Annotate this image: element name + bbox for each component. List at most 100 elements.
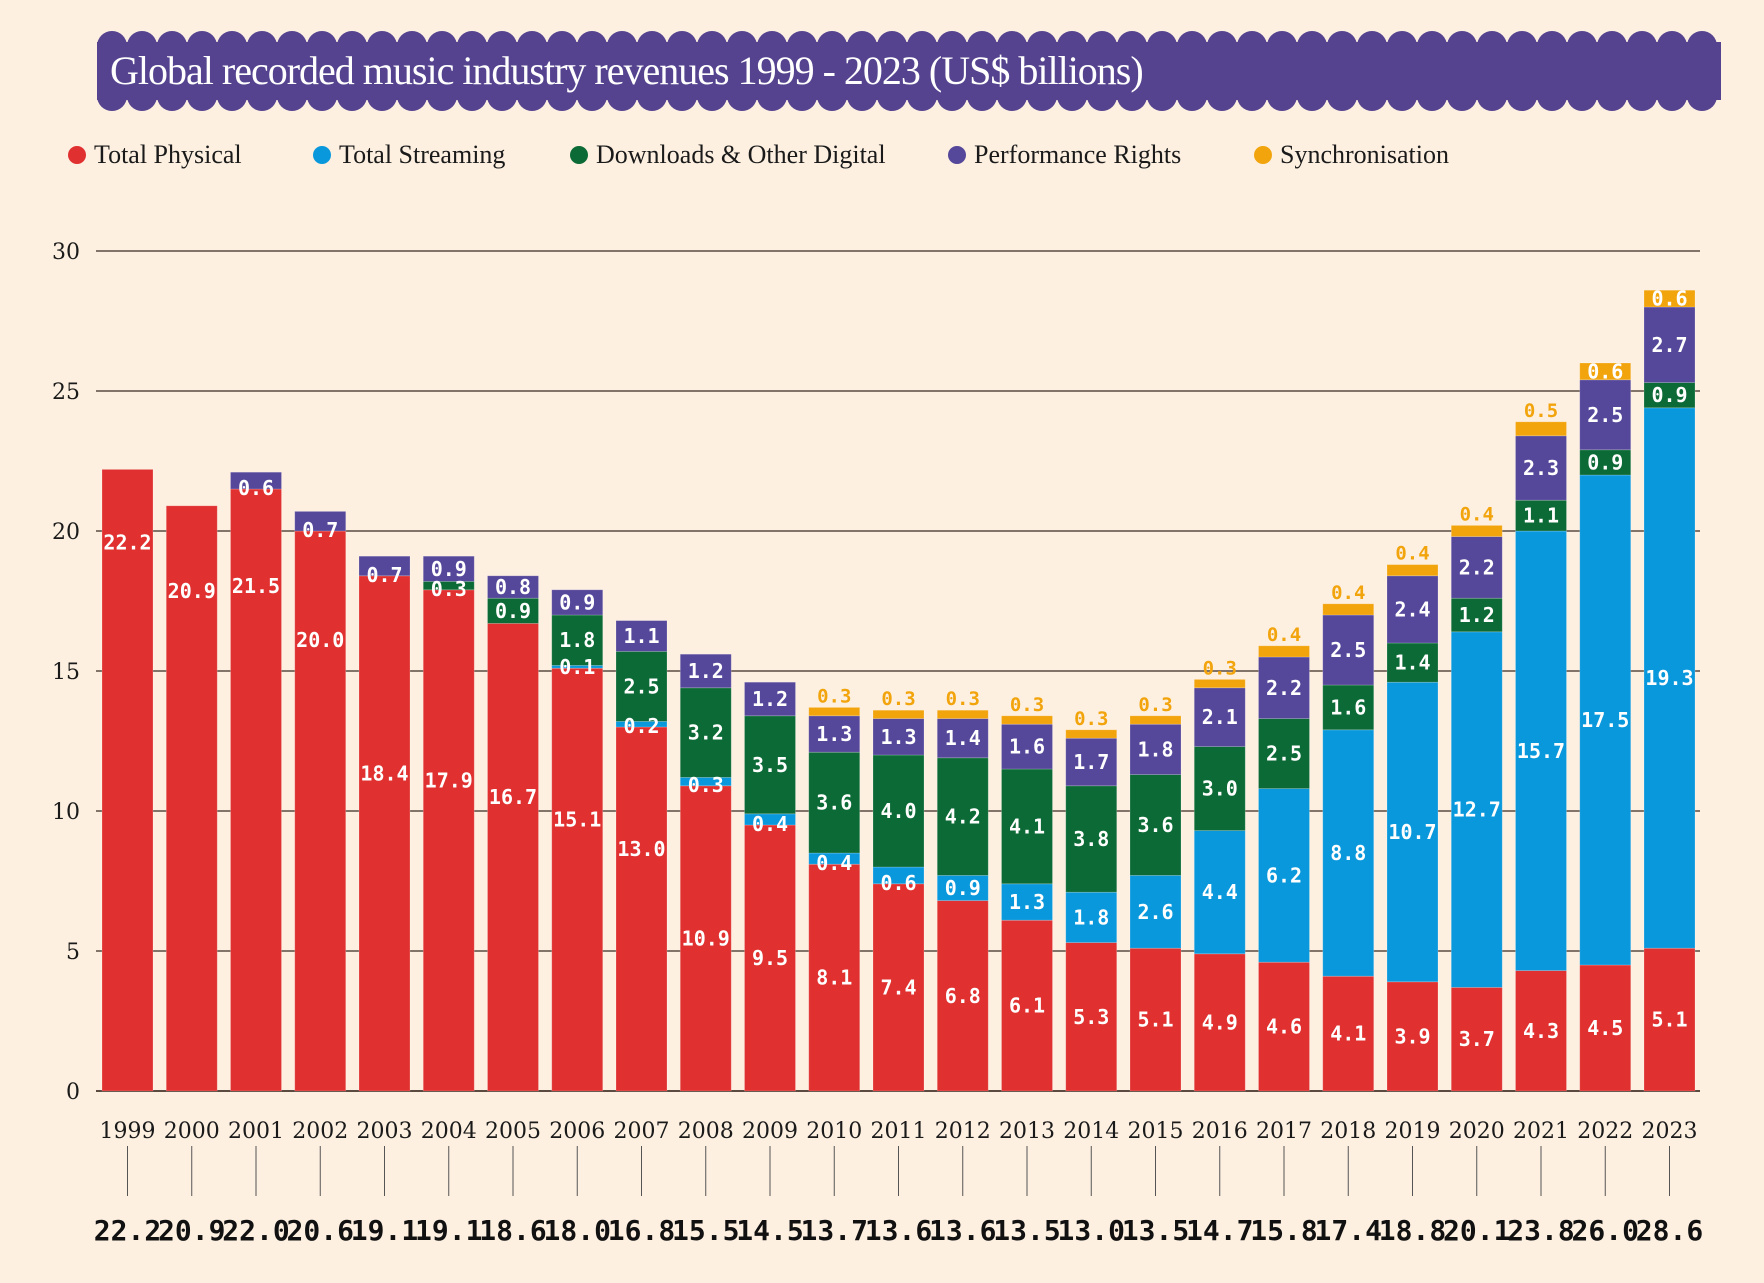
x-tick-label: 2006 [549, 1119, 605, 1144]
bar-segment-downloads [1450, 597, 1503, 633]
segment-label-performance: 0.9 [431, 557, 467, 581]
bar-segment-physical [1386, 981, 1439, 1092]
segment-label-downloads: 4.0 [880, 799, 916, 823]
segment-label-sync: 0.5 [1524, 400, 1558, 422]
segment-label-physical: 10.9 [682, 926, 730, 950]
x-tick-label: 2014 [1063, 1119, 1119, 1144]
segment-label-physical: 15.1 [553, 808, 601, 832]
bar-2007: 13.0 0.2 2.5 1.1 [615, 620, 668, 1092]
legend: Total Physical Total Streaming Downloads &… [68, 138, 1718, 172]
legend-label-sync: Synchronisation [1280, 140, 1449, 169]
segment-label-physical: 22.2 [103, 530, 151, 554]
segment-label-physical: 18.4 [360, 761, 408, 785]
bar-segment-physical [1258, 961, 1310, 1092]
bar-2009: 9.5 0.4 3.5 1.2 [744, 681, 796, 1092]
bar-segment-streaming [1193, 830, 1246, 955]
segment-label-streaming: 17.5 [1581, 708, 1629, 732]
segment-label-downloads: 3.0 [1202, 777, 1238, 801]
segment-label-downloads: 1.1 [1523, 504, 1559, 528]
total-label: 23.8 [1507, 1214, 1574, 1247]
total-label: 20.1 [1443, 1214, 1510, 1247]
segment-label-downloads: 3.5 [752, 753, 788, 777]
bar-segment-sync [1129, 715, 1182, 725]
segment-label-performance: 2.2 [1459, 555, 1495, 579]
bar-segment-streaming [679, 777, 732, 787]
y-tick-label: 20 [52, 520, 80, 545]
segment-label-performance: 2.5 [1330, 638, 1366, 662]
segment-label-physical: 20.9 [168, 579, 216, 603]
segment-label-physical: 6.1 [1009, 994, 1045, 1018]
bar-2012: 6.8 0.9 4.2 1.4 0.3 [936, 688, 989, 1092]
bar-segment-sync [1515, 421, 1567, 437]
bar-segment-physical [294, 530, 347, 1092]
x-tick-label: 2001 [228, 1119, 284, 1144]
x-tick-label: 2004 [421, 1119, 477, 1144]
segment-label-performance: 1.8 [1137, 737, 1173, 761]
x-tick-label: 2022 [1577, 1119, 1633, 1144]
bar-segment-streaming [1515, 530, 1567, 972]
total-label: 15.8 [1250, 1214, 1317, 1247]
segment-label-performance: 1.1 [623, 624, 659, 648]
segment-label-downloads: 3.2 [688, 721, 724, 745]
legend-item-physical: Total Physical [68, 138, 242, 172]
bar-segment-physical [872, 883, 925, 1092]
segment-label-physical: 7.4 [880, 975, 916, 999]
bar-segment-streaming [1579, 474, 1632, 966]
bar-segment-downloads [679, 687, 732, 778]
bar-segment-physical [1129, 947, 1182, 1092]
bar-segment-streaming [1129, 875, 1182, 949]
bar-segment-downloads [936, 757, 989, 876]
bar-segment-physical [358, 575, 411, 1092]
segment-label-streaming: 4.4 [1202, 880, 1238, 904]
bar-segment-physical [1643, 947, 1696, 1092]
bar-segment-physical [808, 863, 861, 1092]
bar-2014: 5.3 1.8 3.8 1.7 0.3 [1065, 708, 1118, 1092]
segment-label-downloads: 0.9 [1587, 450, 1623, 474]
x-tick-label: 2018 [1320, 1119, 1376, 1144]
segment-label-physical: 9.5 [752, 946, 788, 970]
bar-segment-performance [1579, 379, 1632, 451]
total-label: 19.1 [351, 1214, 418, 1247]
bar-segment-physical [165, 505, 218, 1092]
bar-segment-performance [679, 653, 732, 689]
bar-segment-performance [615, 620, 668, 652]
bar-2017: 4.6 6.2 2.5 2.2 0.4 [1258, 624, 1310, 1092]
segment-label-physical: 4.6 [1266, 1015, 1302, 1039]
bar-segment-downloads [1643, 382, 1696, 409]
bar-segment-performance [936, 718, 989, 759]
segment-label-downloads: 2.5 [623, 674, 659, 698]
segment-label-physical: 4.1 [1330, 1022, 1366, 1046]
bar-1999: 22.2 [101, 468, 154, 1092]
segment-label-sync: 0.3 [946, 688, 980, 710]
bar-segment-performance [1515, 435, 1567, 501]
bar-segment-sync [1193, 679, 1246, 689]
x-tick-label: 2010 [806, 1119, 862, 1144]
segment-label-sync: 0.6 [1651, 287, 1687, 311]
segment-label-streaming: 0.3 [688, 773, 724, 797]
segment-label-downloads: 3.6 [816, 791, 852, 815]
segment-label-downloads: 1.2 [1459, 603, 1495, 627]
legend-item-performance: Performance Rights [948, 138, 1181, 172]
x-tick-label: 2021 [1513, 1119, 1569, 1144]
segment-label-streaming: 0.1 [559, 655, 595, 679]
x-tick-label: 2003 [357, 1119, 413, 1144]
segment-label-downloads: 0.9 [1651, 383, 1687, 407]
segment-label-performance: 0.8 [495, 575, 531, 599]
x-tick-label: 2000 [164, 1119, 220, 1144]
segment-label-streaming: 12.7 [1453, 798, 1501, 822]
bar-segment-sync [808, 707, 861, 717]
bar-segment-sync [1322, 603, 1375, 616]
bar-segment-performance [1258, 656, 1310, 719]
x-tick-label: 1999 [100, 1119, 156, 1144]
segment-label-performance: 1.6 [1009, 735, 1045, 759]
bar-segment-downloads [1579, 449, 1632, 476]
bar-segment-physical [1579, 964, 1632, 1092]
segment-label-streaming: 19.3 [1645, 666, 1693, 690]
total-label: 13.6 [929, 1214, 996, 1247]
bar-segment-performance [1129, 723, 1182, 776]
segment-label-performance: 2.1 [1202, 705, 1238, 729]
bar-2005: 16.7 0.90.8 [487, 575, 539, 1092]
segment-label-physical: 6.8 [945, 984, 981, 1008]
bar-segment-performance [294, 510, 347, 532]
